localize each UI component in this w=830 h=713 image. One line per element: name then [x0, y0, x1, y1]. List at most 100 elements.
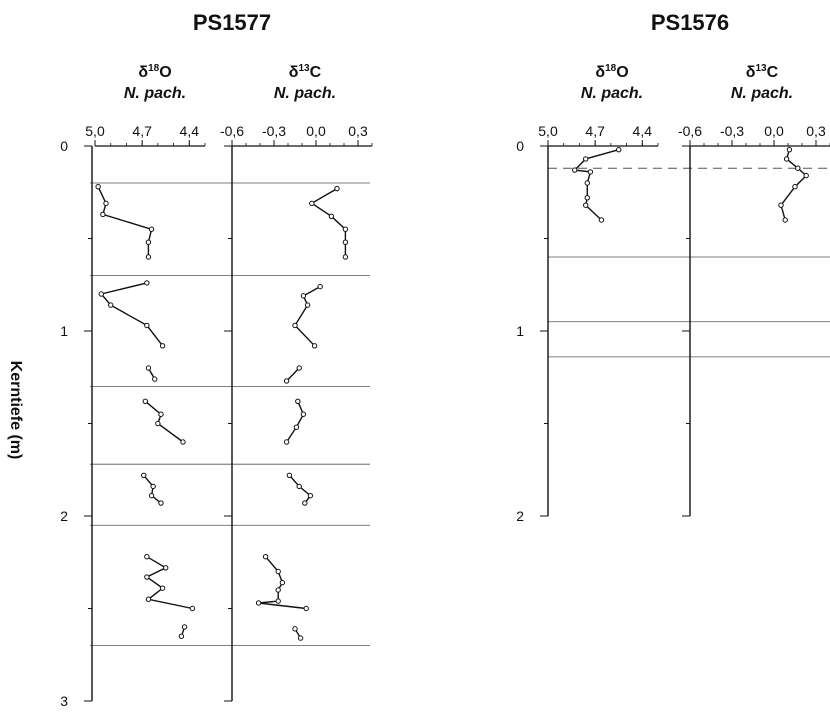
data-point — [311, 343, 318, 349]
data-point — [98, 291, 104, 297]
data-point — [300, 293, 307, 299]
data-point — [180, 439, 186, 445]
panel-title-mass: 13 — [756, 63, 768, 74]
panel-title: δ18O — [595, 63, 628, 81]
data-point — [283, 378, 290, 384]
data-point — [342, 254, 349, 260]
data-point — [275, 587, 281, 593]
data-point — [145, 239, 152, 245]
data-point — [584, 180, 590, 186]
x-tick-label: 4,4 — [180, 123, 200, 139]
x-tick-label: 4,4 — [633, 123, 653, 139]
data-point — [144, 322, 150, 329]
data-point — [782, 217, 788, 223]
x-tick-label: 0,0 — [306, 123, 326, 139]
data-point — [778, 202, 784, 208]
x-tick-label: -0,3 — [720, 123, 744, 139]
data-point — [328, 213, 335, 220]
data-point — [786, 147, 793, 153]
data-point — [189, 605, 196, 612]
data-point — [148, 492, 155, 499]
data-point — [283, 439, 290, 445]
depth-tick-label: 1 — [60, 323, 68, 339]
data-point — [583, 202, 589, 208]
data-point — [296, 483, 302, 490]
depth-tick-label: 0 — [60, 138, 68, 154]
data-point — [159, 585, 166, 591]
data-point — [317, 283, 323, 290]
data-point — [584, 195, 590, 201]
panel-title-delta: δ — [595, 64, 605, 81]
data-point — [155, 420, 161, 427]
panel-title-mass: 18 — [148, 63, 160, 74]
data-point — [141, 472, 147, 478]
data-point — [103, 200, 109, 207]
panel-subtitle: N. pach. — [581, 85, 643, 102]
data-point — [342, 226, 349, 232]
series-line — [145, 556, 193, 610]
data-point — [152, 376, 158, 382]
panel-title: δ13C — [289, 63, 322, 81]
series-line — [288, 474, 312, 504]
panel-subtitle: N. pach. — [731, 85, 793, 102]
grid-layer — [90, 167, 830, 646]
panel-title: δ13C — [746, 63, 779, 81]
data-point — [296, 365, 302, 371]
axes-layer — [84, 140, 830, 702]
data-point — [181, 624, 188, 630]
panel-title-element: O — [159, 64, 171, 81]
series-line — [286, 401, 305, 443]
data-point — [616, 147, 622, 153]
data-point — [297, 635, 304, 641]
data-point — [279, 579, 286, 586]
data-point — [293, 424, 300, 430]
core-title-ps1576: PS1576 — [651, 10, 729, 35]
data-point — [255, 600, 262, 606]
data-point — [158, 411, 164, 417]
data-point — [803, 172, 809, 179]
series-line — [143, 474, 162, 504]
panel-title-mass: 18 — [605, 63, 617, 74]
panel-subtitle: N. pach. — [274, 85, 336, 102]
series-line — [100, 282, 164, 347]
data-point — [292, 626, 298, 632]
data-point — [95, 184, 101, 190]
depth-tick-label: 2 — [60, 508, 68, 524]
data-point — [144, 574, 150, 580]
data-point — [144, 280, 150, 286]
depth-tick-label: 1 — [516, 323, 524, 339]
data-point — [163, 565, 169, 571]
data-point — [275, 598, 281, 604]
data-point — [302, 500, 308, 506]
x-tick-label: 4,7 — [132, 123, 152, 139]
data-point — [275, 568, 281, 575]
data-point — [303, 605, 309, 612]
depth-tick-label: 3 — [60, 693, 68, 709]
panel-title-delta: δ — [138, 64, 148, 81]
y-axis-label: Kerntiefe (m) — [7, 361, 24, 460]
x-tick-label: -0,6 — [678, 123, 702, 139]
x-tick-label: 0,3 — [348, 123, 368, 139]
panel-title-element: C — [310, 64, 322, 81]
x-tick-label: -0,6 — [220, 123, 244, 139]
panel-subtitle: N. pach. — [124, 85, 186, 102]
data-point — [178, 633, 185, 639]
panel-title: δ18O — [138, 63, 171, 81]
data-point — [100, 211, 106, 218]
data-point — [795, 165, 801, 171]
panel-title-delta: δ — [746, 64, 756, 81]
data-point — [145, 365, 152, 371]
panel-title-element: O — [616, 64, 628, 81]
data-point — [142, 398, 148, 404]
x-tick-label: -0,3 — [262, 123, 286, 139]
series-line — [294, 285, 321, 347]
data-point — [587, 169, 594, 175]
data-point — [292, 322, 298, 329]
data-point — [159, 343, 166, 349]
data-point — [108, 302, 114, 308]
data-point — [145, 596, 152, 602]
data-point — [304, 302, 311, 308]
data-point — [598, 217, 605, 223]
panel-title-mass: 13 — [299, 63, 311, 74]
data-point — [300, 411, 307, 417]
